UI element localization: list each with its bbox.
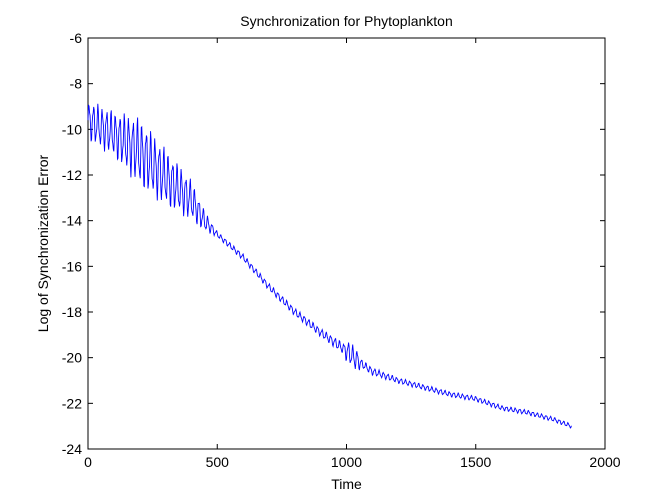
chart-title: Synchronization for Phytoplankton [240,13,452,29]
y-tick-label: -16 [62,258,82,274]
y-tick-label: -20 [62,350,82,366]
x-tick-label: 2000 [589,454,620,470]
y-tick-label: -24 [62,441,82,457]
y-tick-label: -6 [70,30,83,46]
x-tick-label: 500 [206,454,230,470]
x-axis-label: Time [331,476,362,492]
axis-ticks: 0 500 1000 1500 2000 -24 -22 -20 -18 -16 -14 -12 -10… [62,30,621,470]
x-tick-label: 1500 [460,454,491,470]
series-layer [87,103,572,429]
y-tick-label: -14 [62,213,82,229]
x-tick-label: 1000 [331,454,362,470]
y-tick-label: -12 [62,167,82,183]
plot-area [87,37,606,450]
y-axis-label: Log of Synchronization Error [35,154,51,332]
y-tick-label: -10 [62,121,82,137]
y-tick-label: -22 [62,395,82,411]
y-tick-label: -8 [70,76,83,92]
x-tick-label: 0 [84,454,92,470]
y-tick-label: -18 [62,304,82,320]
series-line [87,103,572,429]
